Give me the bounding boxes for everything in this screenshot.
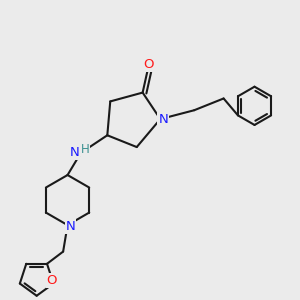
Text: O: O	[47, 274, 57, 287]
Text: H: H	[81, 143, 90, 156]
Text: N: N	[66, 220, 75, 233]
Text: N: N	[158, 112, 168, 126]
Text: N: N	[70, 146, 79, 159]
Text: O: O	[143, 58, 154, 71]
